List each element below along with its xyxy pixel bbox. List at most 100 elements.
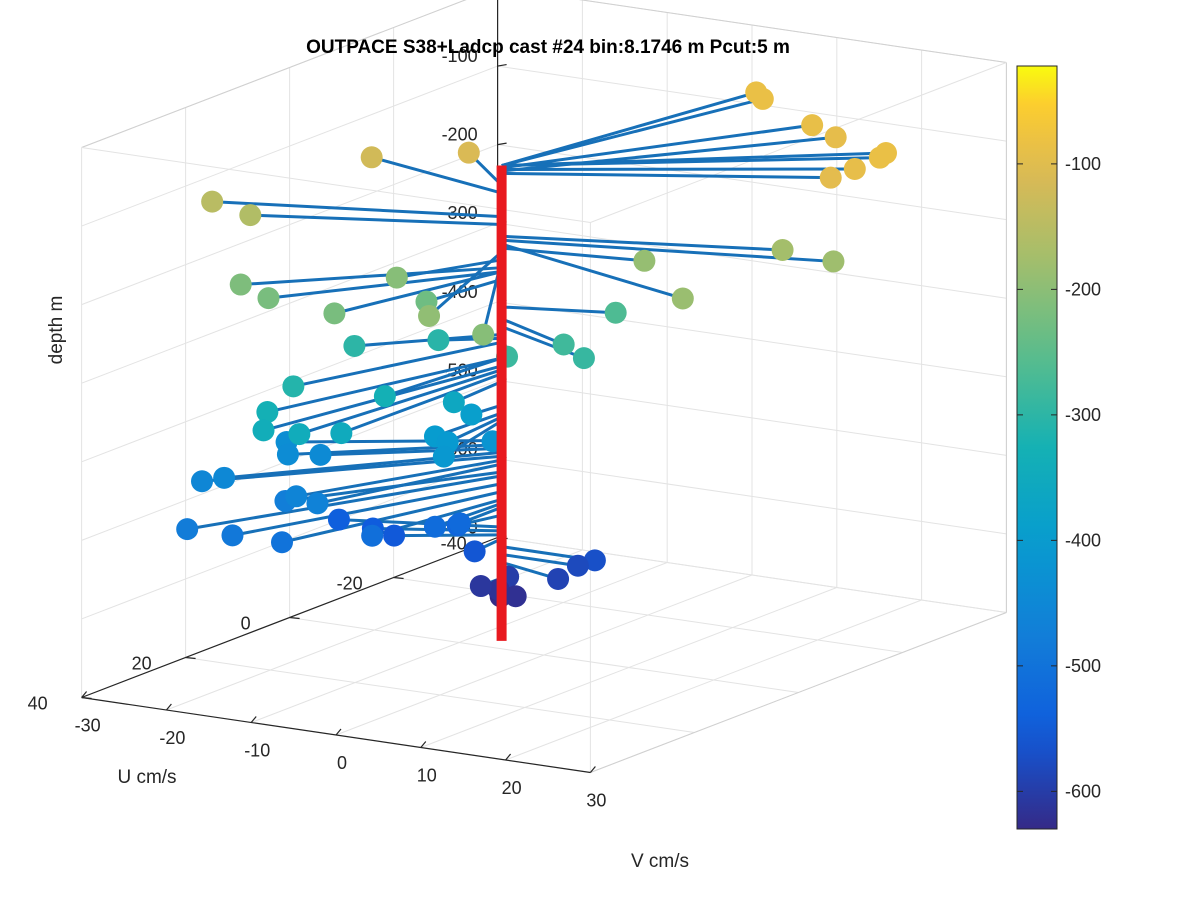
y-tick-mark <box>289 616 300 620</box>
grid-line <box>497 458 1007 535</box>
velocity-stick <box>501 90 757 167</box>
data-point <box>418 304 441 327</box>
y-tick-label: 40 <box>28 694 48 714</box>
velocity-stick <box>268 270 502 300</box>
data-point <box>373 385 396 408</box>
x-tick-mark <box>250 716 257 723</box>
data-point <box>771 239 794 262</box>
velocity-stick <box>501 246 645 263</box>
velocity-stick <box>501 552 579 568</box>
velocity-stick <box>501 167 855 171</box>
grid-line <box>497 222 1007 299</box>
chart-title: OUTPACE S38+Ladcp cast #24 bin:8.1746 m … <box>306 37 790 58</box>
colorbar-tick-label: -600 <box>1065 781 1101 801</box>
z-tick-label: -200 <box>442 125 478 145</box>
velocity-stick <box>186 474 502 531</box>
velocity-stick <box>320 446 502 457</box>
box-edge <box>590 612 1007 773</box>
data-point <box>276 443 299 466</box>
box-edge <box>81 0 467 148</box>
data-point <box>288 423 311 446</box>
x-tick-label: 20 <box>502 778 522 798</box>
data-point <box>633 249 656 272</box>
velocity-stick <box>281 490 502 544</box>
data-point <box>460 403 483 426</box>
y-axis-label: U cm/s <box>117 767 176 788</box>
velocity-stick <box>340 372 503 435</box>
x-tick-mark <box>165 703 172 711</box>
data-point <box>868 146 891 169</box>
velocity-stick <box>501 123 813 170</box>
data-point <box>472 323 495 346</box>
y-tick-label: -20 <box>337 574 363 594</box>
velocity-stick <box>501 234 783 252</box>
data-point <box>239 204 262 227</box>
data-point <box>383 524 406 547</box>
data-point <box>361 524 384 547</box>
data-point <box>306 492 329 515</box>
velocity-stick <box>250 213 502 226</box>
data-point <box>442 391 465 414</box>
data-point <box>566 554 589 577</box>
velocity-stick <box>371 155 502 195</box>
data-point <box>285 485 308 508</box>
data-point <box>552 333 575 356</box>
x-tick-mark <box>420 741 427 748</box>
data-point <box>432 445 455 468</box>
data-point <box>252 419 275 442</box>
colorbar-tick-label: -400 <box>1065 530 1101 550</box>
data-point <box>822 250 845 273</box>
grid-layer <box>81 0 1007 773</box>
z-tick-label: -100 <box>442 46 478 66</box>
x-tick-label: -10 <box>244 741 270 761</box>
data-point <box>201 190 224 213</box>
velocity-stick <box>295 458 502 498</box>
velocity-stick <box>224 450 502 480</box>
data-point <box>427 329 450 352</box>
x-tick-mark <box>335 728 342 736</box>
data-point <box>843 157 866 180</box>
velocity-stick <box>394 533 502 538</box>
velocity-stick <box>384 356 503 398</box>
grid-line <box>497 65 1007 142</box>
data-point <box>176 518 199 541</box>
data-point <box>583 549 606 572</box>
x-tick-label: -30 <box>75 716 101 736</box>
velocity-stick <box>293 340 502 388</box>
data-point <box>343 334 366 357</box>
velocity-stick <box>501 305 616 315</box>
colorbar-tick-label: -500 <box>1065 656 1101 676</box>
y-tick-mark <box>393 576 404 580</box>
x-tick-label: 30 <box>586 791 606 811</box>
z-axis-label: depth m <box>46 296 67 365</box>
velocity-stick <box>334 270 502 315</box>
data-point <box>257 287 280 310</box>
data-point <box>469 575 492 598</box>
data-point <box>824 126 847 149</box>
y-tick-mark <box>81 696 92 700</box>
data-point <box>671 287 694 310</box>
data-point <box>423 515 446 538</box>
grid-line <box>289 617 799 693</box>
data-point <box>323 302 346 325</box>
data-point <box>330 422 353 445</box>
z-tick-mark <box>497 142 507 146</box>
data-point <box>256 401 279 424</box>
velocity-stick <box>286 439 502 444</box>
data-point <box>604 301 627 324</box>
velocity-stick <box>212 200 502 219</box>
y-tick-label: 0 <box>241 614 251 634</box>
data-point <box>463 540 486 563</box>
velocity-stick <box>501 317 565 346</box>
velocity-stick <box>240 266 502 287</box>
colorbar-tick-label: -200 <box>1065 279 1101 299</box>
velocity-stick <box>232 482 502 537</box>
data-point <box>385 266 408 289</box>
colorbar: -100 -200 -300 -400 -500 -600 <box>1016 65 1101 830</box>
colorbar-tick-label: -300 <box>1065 405 1101 425</box>
grid-line <box>185 657 695 733</box>
box-edge <box>578 0 1007 64</box>
data-point <box>449 512 471 535</box>
